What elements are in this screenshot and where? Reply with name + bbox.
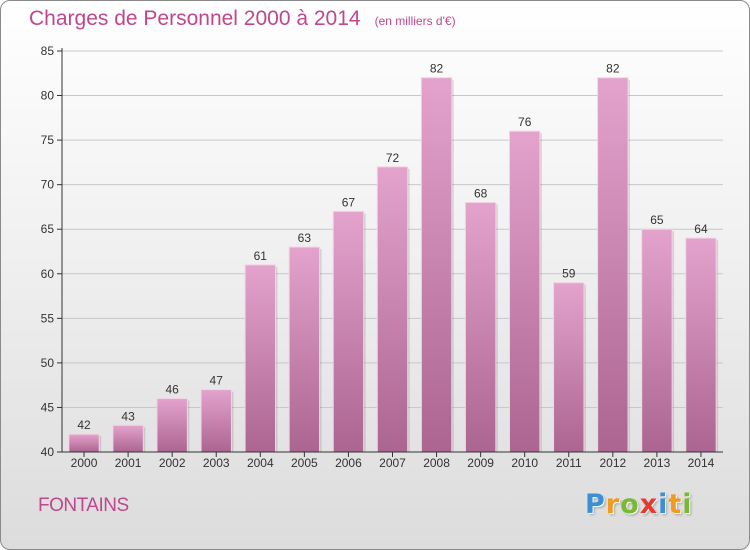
x-tick-label: 2011 [556, 456, 582, 470]
data-label: 63 [298, 231, 312, 245]
logo-letter: r [605, 489, 621, 520]
x-tick-label: 2001 [115, 456, 142, 470]
bar [376, 166, 409, 453]
proxiti-logo[interactable]: Proxiti [585, 489, 693, 520]
bar [156, 398, 188, 453]
data-label: 46 [165, 383, 179, 397]
x-tick-label: 2008 [423, 456, 450, 470]
data-label: 47 [210, 374, 224, 388]
labels-layer: 42 43 46 47 61 63 67 72 82 68 76 59 82 65 64 [77, 62, 708, 432]
bar [112, 424, 144, 453]
y-tick-label: 65 [41, 222, 55, 236]
y-tick-label: 60 [41, 267, 55, 281]
x-tick-label: 2006 [335, 456, 362, 470]
y-tick-label: 45 [41, 400, 55, 414]
data-label: 59 [562, 267, 576, 281]
bar [553, 282, 585, 453]
x-tick-label: 2010 [511, 456, 538, 470]
commune-name: FONTAINS [38, 495, 129, 516]
bars-layer [68, 77, 719, 453]
bar [420, 77, 453, 453]
y-tick-label: 55 [41, 311, 55, 325]
x-tick-label: 2004 [247, 456, 274, 470]
logo-letter: x [639, 489, 659, 520]
bar [200, 389, 232, 453]
bar [332, 210, 365, 453]
chart-unit: (en milliers d'€) [374, 14, 456, 28]
data-label: 43 [121, 409, 135, 423]
bar [288, 246, 321, 453]
y-tick-label: 70 [41, 178, 55, 192]
x-tick-label: 2013 [644, 456, 671, 470]
data-label: 67 [342, 195, 356, 209]
data-label: 72 [386, 151, 400, 165]
x-tick-label: 2003 [203, 456, 230, 470]
data-label: 68 [474, 186, 488, 200]
y-tick-label: 85 [41, 44, 55, 58]
axis-layer: 40 45 50 55 60 65 70 75 80 85 2000 2001 2002 2003 2004… [41, 44, 723, 470]
x-tick-label: 2000 [71, 456, 98, 470]
data-label: 76 [518, 115, 532, 129]
data-label: 82 [606, 62, 620, 76]
x-tick-label: 2009 [467, 456, 494, 470]
logo-letter: P [585, 489, 606, 520]
bar [641, 228, 673, 453]
bar [508, 130, 541, 453]
y-tick-label: 50 [41, 356, 55, 370]
logo-letter: i [682, 489, 693, 520]
logo-letter: o [620, 489, 640, 520]
data-label: 65 [650, 213, 664, 227]
logo-letter: t [668, 489, 683, 520]
chart-title: Charges de Personnel 2000 à 2014 [29, 7, 361, 30]
bar [685, 237, 717, 453]
data-label: 42 [77, 418, 91, 432]
x-tick-label: 2005 [291, 456, 318, 470]
x-tick-label: 2007 [379, 456, 406, 470]
data-label: 64 [694, 222, 708, 236]
x-tick-label: 2002 [159, 456, 186, 470]
bar [244, 264, 277, 453]
bar [597, 77, 629, 453]
x-tick-label: 2014 [688, 456, 715, 470]
y-tick-label: 40 [41, 445, 55, 459]
y-tick-label: 75 [41, 133, 55, 147]
logo-letter: i [658, 489, 669, 520]
data-label: 61 [254, 249, 268, 263]
bar [68, 433, 100, 453]
y-tick-label: 80 [41, 89, 55, 103]
data-label: 82 [430, 62, 444, 76]
bar [464, 201, 497, 453]
title-row: Charges de Personnel 2000 à 2014 (en mill… [29, 7, 456, 31]
x-tick-label: 2012 [599, 456, 626, 470]
